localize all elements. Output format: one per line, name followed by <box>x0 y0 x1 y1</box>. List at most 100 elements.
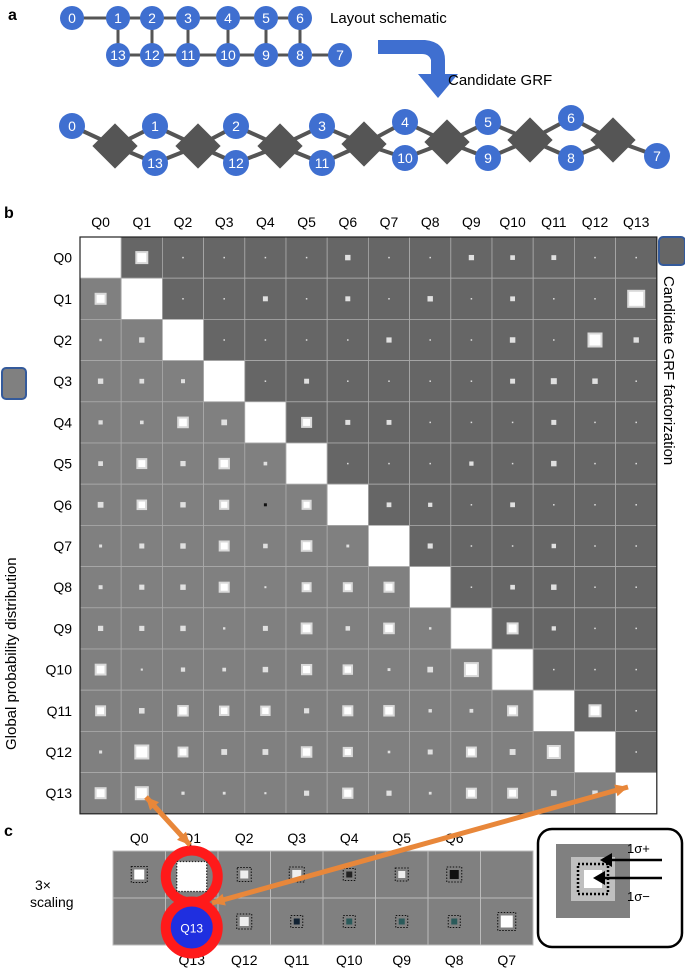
matrix-marker <box>553 298 555 300</box>
matrix-marker <box>551 543 557 549</box>
matrix-marker <box>263 543 268 549</box>
zoom-bottom-label: Q10 <box>336 952 363 968</box>
column-label-q3: Q3 <box>215 214 234 230</box>
row-label-q12: Q12 <box>46 744 73 760</box>
grf-node <box>309 150 335 176</box>
matrix-marker <box>96 789 105 798</box>
matrix-marker <box>428 709 432 713</box>
matrix-marker <box>222 667 227 672</box>
upper-triangle-legend-swatch <box>658 236 685 266</box>
matrix-marker <box>262 296 268 302</box>
matrix-marker <box>550 378 557 385</box>
grf-node <box>475 145 501 171</box>
matrix-marker <box>96 665 105 674</box>
q1-zoom-marker <box>176 860 208 893</box>
matrix-marker <box>140 668 143 671</box>
matrix-marker <box>139 625 145 631</box>
matrix-cell <box>79 277 122 320</box>
schematic-node <box>216 6 240 30</box>
matrix-marker <box>344 789 352 797</box>
zoom-sigma-box <box>446 866 463 883</box>
matrix-marker <box>385 583 393 591</box>
zoom-sigma-box <box>395 915 409 928</box>
matrix-marker <box>262 707 269 715</box>
matrix-marker <box>97 501 104 508</box>
matrix-cell <box>161 442 204 485</box>
matrix-marker <box>635 710 637 712</box>
grf-node-label: 2 <box>232 118 240 134</box>
column-label-q12: Q12 <box>582 214 609 230</box>
scaling-label-line2: scaling <box>30 894 74 910</box>
schematic-node <box>140 6 164 30</box>
matrix-cell <box>574 525 617 568</box>
matrix-marker <box>551 584 557 590</box>
column-label-q2: Q2 <box>174 214 193 230</box>
matrix-marker <box>304 378 310 384</box>
grf-node-label: 0 <box>68 118 76 134</box>
zoom-marker <box>449 870 459 879</box>
matrix-marker <box>427 666 434 673</box>
panel-b-matrix: Q0 Q0 Q1 Q1 Q2 Q2 Q3 Q3 Q4 Q4 Q5 Q5 Q6 Q6 Q7 Q7 Q8 Q8 Q9 Q9… <box>46 214 658 815</box>
matrix-cell <box>120 277 163 320</box>
matrix-marker <box>509 749 516 755</box>
grf-node-label: 4 <box>401 114 409 130</box>
schematic-node <box>176 6 200 30</box>
schematic-node-label: 12 <box>144 47 160 63</box>
row-label-q0: Q0 <box>53 250 72 266</box>
schematic-node-label: 0 <box>68 10 76 26</box>
lower-triangle-legend-swatch <box>1 367 27 400</box>
grf-node <box>59 113 85 139</box>
matrix-marker <box>386 502 392 508</box>
candidate-grf-label: Candidate GRF <box>448 72 552 89</box>
matrix-marker <box>344 748 351 756</box>
matrix-marker <box>467 789 475 797</box>
matrix-marker <box>303 501 310 508</box>
row-label-q11: Q11 <box>47 703 73 719</box>
schematic-node <box>176 43 200 67</box>
panel-label-c: c <box>4 823 13 840</box>
layout-schematic-label: Layout schematic <box>330 10 447 27</box>
zoom-marker <box>346 871 353 878</box>
matrix-marker <box>305 339 308 341</box>
matrix-marker <box>99 338 102 342</box>
matrix-marker <box>510 584 515 590</box>
matrix-cell <box>367 525 410 568</box>
matrix-cell <box>491 401 534 444</box>
schematic-node-label: 9 <box>262 47 270 63</box>
schematic-node-label: 4 <box>224 10 232 26</box>
matrix-marker <box>629 291 644 306</box>
column-label-q8: Q8 <box>421 214 440 230</box>
column-label-q7: Q7 <box>380 214 399 230</box>
grf-node-label: 12 <box>228 155 244 171</box>
matrix-marker <box>138 460 146 468</box>
matrix-cell <box>285 442 328 485</box>
matrix-marker <box>345 626 351 631</box>
zoom-cell <box>480 850 534 899</box>
matrix-marker <box>429 256 431 259</box>
matrix-marker <box>139 584 145 590</box>
matrix-marker <box>511 462 514 465</box>
matrix-cell <box>120 566 163 609</box>
matrix-marker <box>220 583 228 591</box>
grf-node <box>142 113 168 139</box>
matrix-marker <box>470 545 473 547</box>
matrix-marker <box>548 747 559 757</box>
matrix-marker <box>99 544 103 548</box>
zoom-sigma-box <box>342 915 356 928</box>
matrix-marker <box>594 668 596 671</box>
matrix-marker <box>97 625 104 632</box>
matrix-marker <box>220 542 228 550</box>
matrix-marker <box>388 462 390 465</box>
matrix-marker <box>347 380 349 382</box>
grf-node <box>223 150 249 176</box>
row-label-q6: Q6 <box>53 497 72 513</box>
zoom-bottom-label: Q11 <box>284 952 310 968</box>
matrix-marker <box>264 792 267 795</box>
matrix-marker <box>98 585 103 590</box>
matrix-marker <box>303 418 311 426</box>
matrix-marker <box>510 502 515 508</box>
zoom-top-label: Q5 <box>392 830 411 846</box>
matrix-marker <box>470 586 473 588</box>
